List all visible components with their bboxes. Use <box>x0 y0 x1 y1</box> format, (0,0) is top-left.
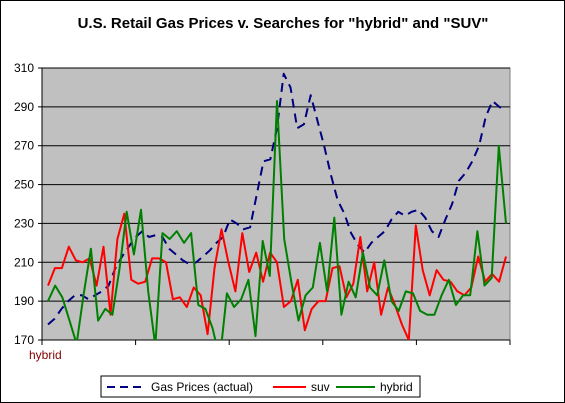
y-tick-label: 190 <box>14 294 34 308</box>
y-tick-label: 210 <box>14 255 34 269</box>
y-tick-label: 310 <box>14 61 34 75</box>
legend: Gas Prices (actual) suv hybrid <box>100 375 421 398</box>
series-line-hybrid <box>47 100 507 340</box>
legend-label-hybrid: hybrid <box>380 380 413 394</box>
y-tick-label: 250 <box>14 178 34 192</box>
y-tick-label: 170 <box>14 333 34 347</box>
legend-label-gas: Gas Prices (actual) <box>151 380 253 394</box>
x-axis: hybrid <box>29 339 511 362</box>
series-line-suv <box>47 212 507 340</box>
series-lines <box>47 72 507 340</box>
y-tick-label: 270 <box>14 139 34 153</box>
chart-title: U.S. Retail Gas Prices v. Searches for "… <box>78 15 489 32</box>
y-axis: 170 190 210 230 250 270 290 310 <box>14 61 43 347</box>
series-line-gas-prices <box>47 72 507 326</box>
x-tick-label: hybrid <box>29 348 62 362</box>
y-tick-label: 290 <box>14 100 34 114</box>
legend-label-suv: suv <box>311 380 330 394</box>
y-tick-label: 230 <box>14 216 34 230</box>
legend-box <box>100 375 421 398</box>
